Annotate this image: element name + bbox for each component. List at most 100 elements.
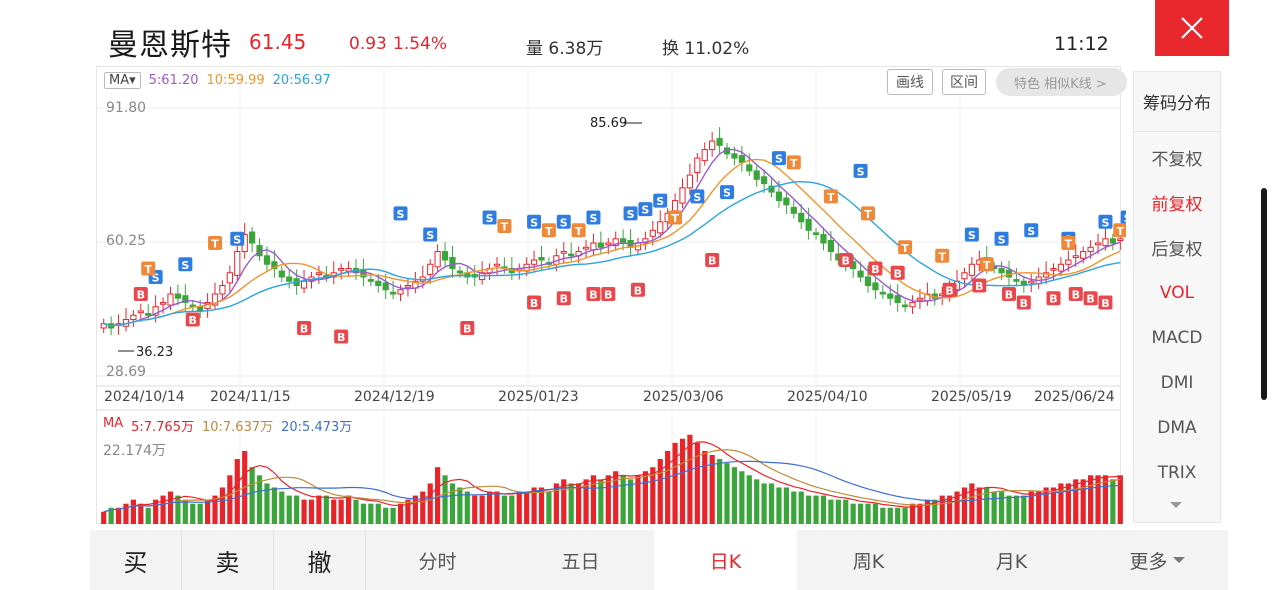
tab-five-day[interactable]: 五日 — [561, 550, 600, 573]
volume-bar — [383, 507, 389, 524]
sell-marker-label: S — [426, 229, 434, 242]
sell-marker — [690, 189, 705, 204]
sell-marker-label: S — [152, 272, 160, 285]
volume-bar — [813, 495, 819, 524]
side-item-macd[interactable]: MACD — [1151, 328, 1203, 348]
candle-body — [738, 155, 745, 163]
sell-marker — [964, 227, 979, 242]
close-button[interactable] — [1155, 0, 1229, 56]
candle-body — [137, 310, 144, 314]
tab-monthly-k[interactable]: 月K — [995, 550, 1028, 573]
trough-annotation: 36.23 — [136, 345, 174, 360]
chip-distribution-button[interactable]: 筹码分布 — [1134, 72, 1220, 132]
cancel-order-button[interactable]: 撤 — [274, 530, 366, 590]
t-marker-label: T — [501, 221, 509, 234]
volume-bar — [620, 475, 626, 524]
buy-marker — [556, 291, 571, 306]
side-item-backward-adjust[interactable]: 后复权 — [1151, 240, 1203, 260]
candle-body — [427, 263, 434, 275]
volume-bar — [115, 507, 122, 524]
sell-button[interactable]: 卖 — [182, 530, 274, 590]
volume-bar — [969, 483, 975, 524]
candle-body — [783, 197, 790, 206]
buy-marker-label: B — [708, 255, 716, 268]
buy-marker-label: B — [871, 263, 879, 276]
volume-bar — [857, 503, 864, 524]
candle-body — [404, 285, 412, 288]
volume-bar — [991, 491, 997, 524]
tab-intraday[interactable]: 分时 — [418, 550, 457, 573]
volume-bar — [954, 491, 960, 524]
kline-chart-area[interactable]: BBBBBBBBBBBBBBBBBBBBBBBBBSSSSSSSSSSSSSSS… — [96, 66, 1126, 524]
volume-bar — [835, 499, 841, 524]
candle-body — [1109, 238, 1116, 244]
volume-bar — [657, 459, 663, 524]
buy-marker-label: B — [842, 255, 850, 268]
volume-bar — [264, 483, 270, 524]
candle-body — [397, 289, 404, 295]
candle-body — [686, 174, 694, 189]
candle-body — [775, 191, 783, 202]
t-marker-label: T — [901, 242, 909, 255]
volume-bar — [1013, 495, 1020, 524]
ma10-value: 10:59.99 — [206, 72, 265, 88]
volume-bar — [108, 507, 114, 524]
volume-bar — [153, 499, 159, 524]
buy-marker — [586, 286, 601, 301]
candle-body — [731, 153, 738, 159]
volume-bar — [865, 503, 871, 524]
volume-bar — [739, 471, 745, 524]
side-item-vol[interactable]: VOL — [1159, 283, 1195, 303]
candle-body — [1087, 246, 1094, 253]
sell-marker-label: S — [656, 195, 664, 208]
volume-bar — [138, 503, 144, 524]
volume-bar — [909, 503, 916, 524]
candle-body — [456, 270, 463, 274]
t-marker — [823, 189, 838, 204]
price-change: 0.93 — [349, 34, 387, 54]
sell-marker-label: S — [627, 208, 635, 221]
candle-body — [887, 293, 894, 299]
buy-button[interactable]: 买 — [90, 530, 182, 590]
ma-selector[interactable]: MA▾ — [104, 71, 141, 89]
candle-body — [605, 242, 612, 246]
side-item-dmi[interactable]: DMI — [1160, 373, 1194, 393]
similar-kline-button[interactable]: 特色 相似K线 > — [996, 68, 1127, 96]
side-item-trix[interactable]: TRIX — [1157, 463, 1197, 483]
candle-body — [1057, 263, 1065, 272]
side-item-forward-adjust[interactable]: 前复权 — [1151, 195, 1203, 215]
t-marker-label: T — [1117, 225, 1125, 238]
sell-marker-label: S — [1101, 216, 1109, 229]
volume-bar — [501, 495, 508, 524]
volume-bar — [175, 495, 181, 524]
volume-bar — [598, 479, 604, 524]
buy-marker-label: B — [530, 297, 538, 310]
scrollbar[interactable] — [1261, 188, 1267, 400]
buy-marker-label: B — [189, 314, 197, 327]
price-axis-high: 91.80 — [106, 100, 147, 116]
candle-body — [1013, 279, 1020, 282]
date-label: 2025/06/24 — [1034, 389, 1115, 405]
side-item-dma[interactable]: DMA — [1157, 418, 1197, 438]
volume-bar — [279, 491, 285, 524]
candle-body — [560, 251, 567, 254]
candle-body — [538, 256, 545, 261]
candle-body — [568, 253, 575, 257]
price-axis-mid: 60.25 — [106, 233, 147, 249]
more-tab[interactable]: 更多 — [1112, 530, 1202, 590]
interval-button[interactable]: 区间 — [942, 69, 986, 95]
side-item-no-adjust[interactable]: 不复权 — [1151, 150, 1203, 170]
tab-daily-k[interactable]: 日K — [654, 530, 797, 590]
tab-weekly-k[interactable]: 周K — [852, 550, 885, 573]
draw-line-button[interactable]: 画线 — [887, 69, 933, 95]
chevron-down-icon[interactable] — [1170, 502, 1182, 508]
volume-readout: 量 6.38万 — [526, 39, 604, 59]
volume-bar — [182, 499, 188, 524]
buy-marker-label: B — [975, 280, 983, 293]
buy-marker — [630, 282, 645, 297]
volume-bar — [687, 434, 693, 524]
candle-body — [1028, 280, 1035, 284]
sell-marker — [1120, 210, 1126, 225]
t-marker-label: T — [864, 208, 872, 221]
volume-bar — [672, 442, 678, 524]
